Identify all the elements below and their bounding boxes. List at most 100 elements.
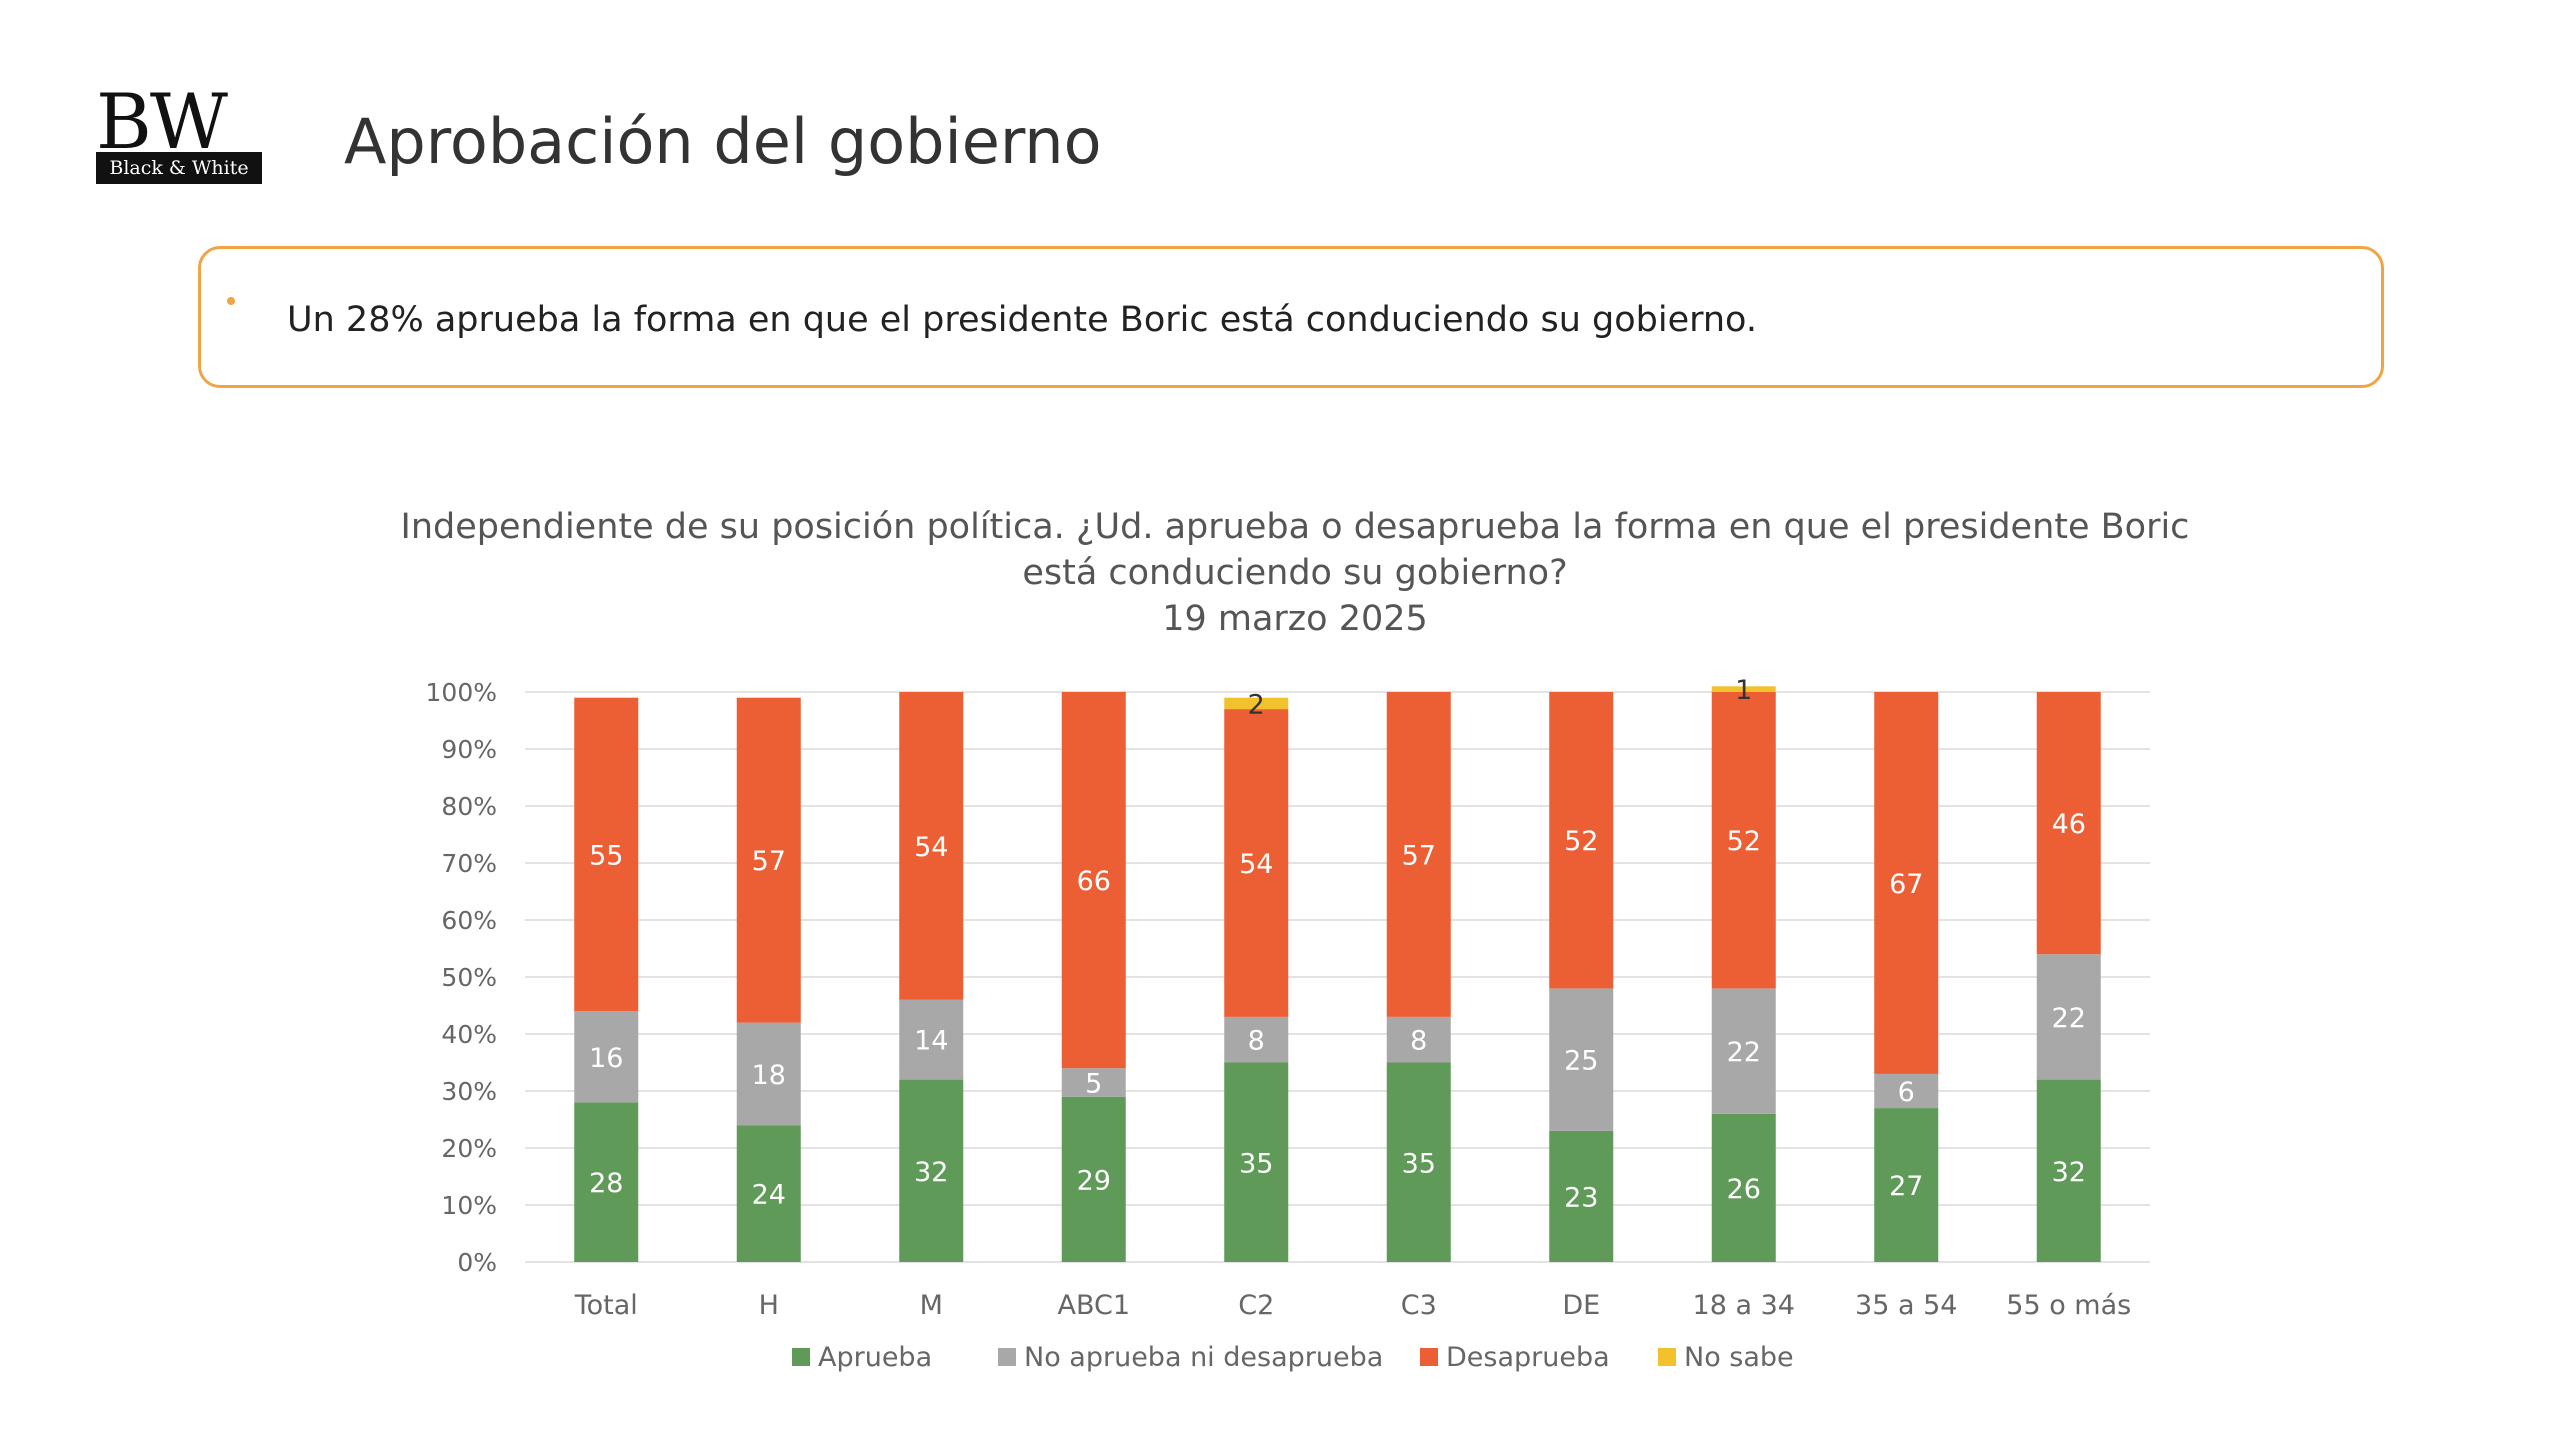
data-label: 6 <box>1898 1077 1915 1108</box>
category-label: C3 <box>1401 1290 1437 1321</box>
data-label: 14 <box>914 1026 948 1057</box>
legend-swatch <box>998 1348 1016 1366</box>
bar-segment <box>736 1022 801 1126</box>
category-label: C2 <box>1238 1290 1274 1321</box>
bar-segment <box>1224 697 1289 710</box>
chart-date: 19 marzo 2025 <box>1162 599 1428 639</box>
y-tick-label: 50% <box>441 963 497 992</box>
legend-swatch <box>1658 1348 1676 1366</box>
data-label: 8 <box>1410 1026 1427 1057</box>
category-label: M <box>920 1290 943 1321</box>
data-label: 18 <box>752 1060 786 1091</box>
bar-segment <box>1386 1062 1451 1262</box>
category-label: 35 a 54 <box>1855 1290 1957 1321</box>
legend-swatch <box>1420 1348 1438 1366</box>
data-label: 2 <box>1248 689 1265 720</box>
y-tick-label: 30% <box>441 1077 497 1106</box>
y-tick-label: 80% <box>441 792 497 821</box>
data-label: 23 <box>1564 1182 1598 1213</box>
y-tick-label: 40% <box>441 1020 497 1049</box>
data-label: 25 <box>1564 1046 1598 1077</box>
chart-question-line-2: está conduciendo su gobierno? <box>1022 553 1568 593</box>
logo-mark: BW <box>96 77 228 166</box>
data-label: 28 <box>589 1168 623 1199</box>
page-title: Aprobación del gobierno <box>344 105 1102 178</box>
y-tick-label: 20% <box>441 1134 497 1163</box>
bar-segment <box>2036 692 2101 955</box>
bullet-icon <box>227 297 235 305</box>
bar-segment <box>1386 1016 1451 1063</box>
bar-segment <box>1711 988 1776 1114</box>
data-label: 52 <box>1564 826 1598 857</box>
data-label: 5 <box>1085 1068 1102 1099</box>
bar-segment <box>736 1125 801 1262</box>
bar-segment <box>1874 1108 1939 1262</box>
data-label: 32 <box>914 1157 948 1188</box>
y-tick-label: 60% <box>441 906 497 935</box>
key-finding-text: Un 28% aprueba la forma en que el presid… <box>287 300 1757 340</box>
data-label: 55 <box>589 840 623 871</box>
data-label: 52 <box>1727 826 1761 857</box>
data-label: 22 <box>1727 1037 1761 1068</box>
bar-segment <box>574 697 639 1012</box>
brand-logo: BW Black & White <box>96 77 262 184</box>
chart-title: Independiente de su posición política. ¿… <box>300 504 2290 642</box>
legend-label: Desaprueba <box>1446 1342 1610 1373</box>
y-tick-label: 70% <box>441 849 497 878</box>
data-label: 57 <box>752 846 786 877</box>
data-label: 22 <box>2052 1003 2086 1034</box>
bar-segment <box>1549 692 1614 989</box>
bar-segment <box>1874 1073 1939 1109</box>
data-label: 27 <box>1889 1171 1923 1202</box>
data-label: 1 <box>1735 675 1752 706</box>
bar-segment <box>574 1011 639 1103</box>
stacked-bar-chart: 0%10%20%30%40%50%60%70%80%90%100%281655T… <box>426 675 2150 1373</box>
bar-segment <box>1711 692 1776 989</box>
bar-segment <box>574 1102 639 1262</box>
category-label: ABC1 <box>1057 1290 1130 1321</box>
legend-label: Aprueba <box>818 1342 932 1373</box>
bar-segment <box>899 692 964 1000</box>
category-label: 18 a 34 <box>1693 1290 1795 1321</box>
bar-segment <box>2036 1079 2101 1262</box>
chart-question-line-1: Independiente de su posición política. ¿… <box>400 507 2190 547</box>
data-label: 32 <box>2052 1157 2086 1188</box>
bar-segment <box>1061 1068 1126 1097</box>
data-label: 57 <box>1402 840 1436 871</box>
bar-segment <box>736 697 801 1023</box>
bar-segment <box>1386 692 1451 1017</box>
category-label: DE <box>1562 1290 1600 1321</box>
y-tick-label: 90% <box>441 735 497 764</box>
bar-segment <box>1061 1096 1126 1262</box>
legend-label: No aprueba ni desaprueba <box>1024 1342 1383 1373</box>
bar-segment <box>1874 692 1939 1074</box>
legend-label: No sabe <box>1684 1342 1794 1373</box>
bar-segment <box>1224 709 1289 1017</box>
bar-segment <box>1224 1016 1289 1063</box>
bar-segment <box>1549 988 1614 1131</box>
data-label: 24 <box>752 1180 786 1211</box>
data-label: 26 <box>1727 1174 1761 1205</box>
y-tick-label: 100% <box>426 678 497 707</box>
bar-segment <box>899 999 964 1080</box>
y-tick-label: 0% <box>457 1248 497 1277</box>
data-label: 54 <box>1239 849 1273 880</box>
category-label: Total <box>574 1290 638 1321</box>
logo-subtitle: Black & White <box>96 152 262 184</box>
bar-segment <box>1224 1062 1289 1262</box>
data-label: 29 <box>1077 1165 1111 1196</box>
bar-segment <box>1711 686 1776 692</box>
data-label: 35 <box>1402 1148 1436 1179</box>
bar-segment <box>2036 954 2101 1080</box>
data-label: 46 <box>2052 809 2086 840</box>
y-tick-label: 10% <box>441 1191 497 1220</box>
data-label: 8 <box>1248 1026 1265 1057</box>
key-finding-callout: Un 28% aprueba la forma en que el presid… <box>198 246 2384 388</box>
data-label: 54 <box>914 832 948 863</box>
category-label: 55 o más <box>2006 1290 2131 1321</box>
category-label: H <box>759 1290 779 1321</box>
bar-segment <box>1549 1130 1614 1262</box>
data-label: 35 <box>1239 1148 1273 1179</box>
bar-segment <box>1061 692 1126 1069</box>
data-label: 66 <box>1077 866 1111 897</box>
